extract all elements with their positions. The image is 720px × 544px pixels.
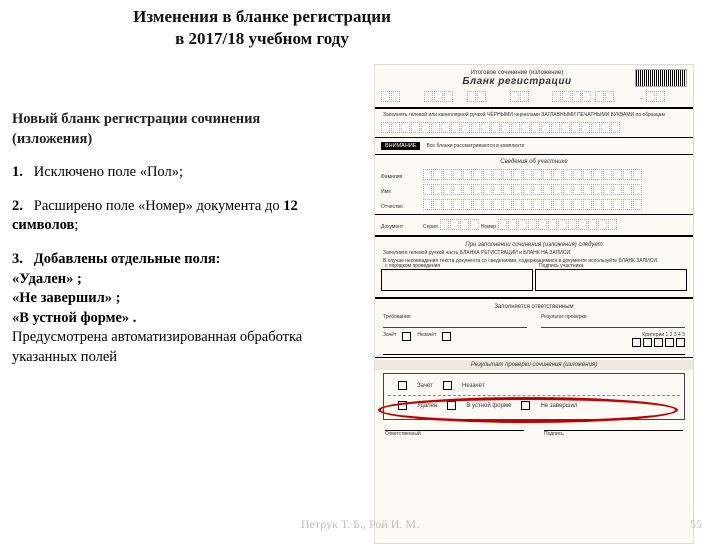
result-title: Результат проверки сочинения (изложения) xyxy=(375,360,693,370)
barcode-icon xyxy=(635,69,687,87)
signature-box-2: Подпись участника xyxy=(535,269,687,291)
footer-author: Петрук Т. Б., Рой И. М. xyxy=(301,517,419,532)
changes-list: 1. Исключено поле «Пол»; 2. Расширено по… xyxy=(12,163,360,367)
slide-title: Изменения в бланке регистрации в 2017/18… xyxy=(92,6,432,64)
footer-page-number: 55 xyxy=(690,517,702,532)
text-column: Новый бланк регистрации сочинения (излож… xyxy=(12,64,360,544)
form-preview-column: Итоговое сочинение (изложение) Бланк рег… xyxy=(374,64,708,544)
section-responsible: Заполняется ответственным xyxy=(375,302,693,312)
attention-badge: ВНИМАНИЕ xyxy=(381,142,420,150)
form-title: Бланк регистрации xyxy=(399,76,635,87)
list-item-1: 1. Исключено поле «Пол»; xyxy=(12,163,360,183)
highlight-ellipse xyxy=(378,397,678,423)
list-item-3: 3. Добавлены отдельные поля: «Удален» ; … xyxy=(12,250,360,367)
signature-box-1: с порядком проведения xyxy=(381,269,533,291)
section-essay: При заполнении сочинения (изложения) сле… xyxy=(375,240,693,250)
form-instruction: Заполнять гелевой или капиллярной ручкой… xyxy=(375,112,693,120)
title-line2: в 2017/18 учебном году xyxy=(175,29,349,48)
registration-form-image: Итоговое сочинение (изложение) Бланк рег… xyxy=(374,64,694,544)
title-line1: Изменения в бланке регистрации xyxy=(133,7,391,26)
list-item-2: 2. Расширено поле «Номер» документа до 1… xyxy=(12,197,360,236)
section-participant: Сведения об участнике xyxy=(375,157,693,167)
subheading: Новый бланк регистрации сочинения (излож… xyxy=(12,110,360,149)
slide-footer: Петрук Т. Б., Рой И. М. 55 xyxy=(0,517,720,532)
